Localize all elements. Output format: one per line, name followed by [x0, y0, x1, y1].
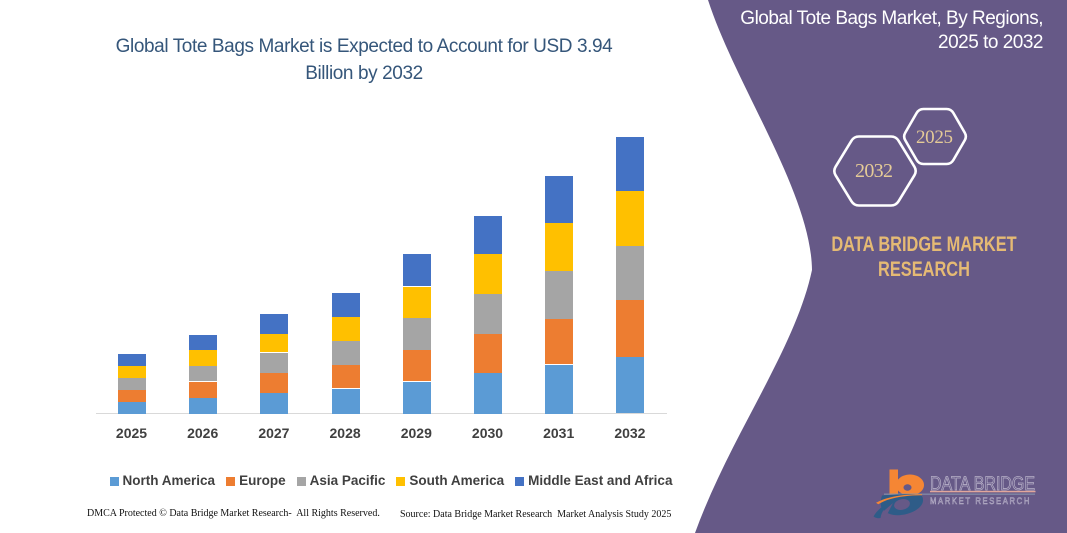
svg-text:2025: 2025 [916, 127, 953, 148]
svg-text:MARKET RESEARCH: MARKET RESEARCH [930, 496, 1031, 507]
svg-text:DATA BRIDGE: DATA BRIDGE [930, 474, 1035, 495]
svg-text:2032: 2032 [855, 160, 893, 182]
